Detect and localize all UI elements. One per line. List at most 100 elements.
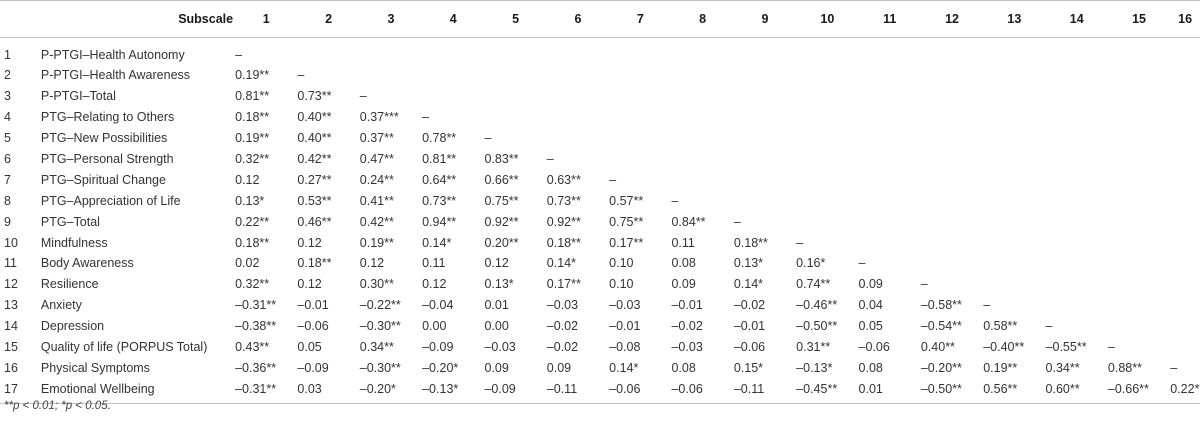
correlation-cell [983, 38, 1045, 66]
correlation-cell [671, 38, 733, 66]
correlation-cell [1046, 190, 1108, 211]
correlation-cell [859, 128, 921, 149]
correlation-cell: 0.01 [484, 298, 509, 313]
correlation-cell [1046, 38, 1108, 66]
correlation-cell: – [1170, 360, 1178, 375]
correlation-cell [547, 107, 609, 128]
correlation-cell: –0.09 [297, 360, 329, 375]
table-row: 5 PTG–New Possibilities 0.19** 0.40** 0.37**… [0, 128, 1200, 149]
correlation-cell: 0.42** [359, 214, 394, 229]
correlation-cell: –0.36** [235, 360, 277, 375]
correlation-cell [422, 38, 484, 66]
correlation-cell: 0.47** [359, 152, 394, 166]
correlation-cell: 0.14* [609, 360, 639, 375]
correlation-cell [1046, 253, 1108, 274]
correlation-cell [1108, 274, 1170, 295]
correlation-cell [983, 274, 1045, 295]
correlation-cell [921, 253, 983, 274]
correlation-cell: 0.18** [546, 235, 581, 250]
correlation-cell [671, 149, 733, 170]
correlation-cell: 0.08 [671, 360, 696, 375]
correlation-cell: – [235, 47, 243, 62]
correlation-cell: – [1045, 319, 1053, 334]
correlation-cell: –0.06 [733, 340, 766, 355]
correlation-cell [734, 107, 796, 128]
correlation-cell: 0.05 [858, 319, 883, 334]
correlation-cell [1170, 295, 1200, 316]
header-blank [0, 0, 41, 38]
correlation-cell: 0.22** [1170, 378, 1200, 405]
correlation-cell [1108, 169, 1170, 190]
correlation-cell [1170, 337, 1200, 358]
correlation-cell [734, 86, 796, 107]
correlation-cell: –0.01 [671, 298, 703, 313]
correlation-cell: 0.00 [422, 319, 447, 334]
correlation-cell: 0.42** [297, 152, 332, 166]
correlation-cell: 0.10 [609, 277, 634, 292]
correlation-cell: –0.20* [422, 360, 459, 375]
correlation-cell: 0.46** [297, 214, 332, 229]
row-number: 13 [4, 298, 18, 313]
correlation-cell: –0.31** [235, 378, 298, 405]
correlation-cell: –0.09 [422, 340, 454, 355]
correlation-cell: 0.01 [858, 378, 921, 405]
correlation-cell: 0.11 [422, 256, 446, 271]
correlation-cell [1170, 65, 1200, 86]
correlation-cell [859, 86, 921, 107]
correlation-cell: –0.03 [484, 340, 516, 355]
correlation-cell [859, 149, 921, 170]
correlation-cell [796, 190, 858, 211]
correlation-cell: 0.17** [546, 277, 581, 292]
row-subscale-label: PTG–Personal Strength [40, 152, 174, 166]
correlation-cell [1046, 211, 1108, 232]
table-body: 1 P-PTGI–Health Autonomy – 2 P-PTGI–Health A… [0, 38, 1200, 405]
table-row: 10 Mindfulness 0.18** 0.12 0.19** 0.14* 0.20**… [0, 232, 1200, 253]
correlation-cell [1170, 190, 1200, 211]
correlation-cell [796, 86, 858, 107]
table-row: 3 P-PTGI–Total 0.81** 0.73** – [0, 86, 1200, 107]
correlation-cell: 0.37** [359, 131, 394, 146]
correlation-cell [484, 107, 546, 128]
correlation-cell: 0.32** [235, 277, 270, 292]
correlation-cell [547, 86, 609, 107]
row-subscale-label: PTG–Appreciation of Life [40, 193, 181, 208]
correlation-cell [859, 65, 921, 86]
correlation-cell: 0.13* [235, 193, 265, 208]
row-number: 3 [4, 89, 11, 104]
correlation-cell: 0.16* [796, 256, 826, 271]
correlation-cell [1046, 107, 1108, 128]
correlation-cell [1046, 149, 1108, 170]
correlation-cell: –0.50** [920, 378, 984, 405]
correlation-cell: 0.66** [484, 172, 519, 187]
correlation-cell: –0.08 [609, 340, 641, 355]
correlation-cell: 0.18** [235, 110, 270, 125]
correlation-cell: 0.17** [609, 235, 644, 250]
correlation-cell: 0.12 [297, 235, 322, 250]
correlation-cell [734, 149, 796, 170]
correlation-cell: –0.06 [609, 378, 672, 405]
correlation-cell [1046, 128, 1108, 149]
correlation-cell: 0.19** [235, 131, 270, 146]
correlation-cell [1108, 190, 1170, 211]
correlation-cell: 0.12 [359, 256, 385, 271]
correlation-cell: –0.06 [297, 319, 329, 334]
correlation-cell: 0.08 [858, 360, 883, 375]
row-subscale-label: Physical Symptoms [40, 360, 150, 375]
correlation-cell: – [1107, 340, 1115, 355]
table-footnote: **p < 0.01; *p < 0.05. [4, 400, 111, 412]
correlation-cell [671, 86, 733, 107]
correlation-cell: –0.55** [1045, 340, 1087, 355]
correlation-cell: 0.22** [235, 214, 270, 229]
correlation-cell [859, 232, 921, 253]
correlation-cell [983, 107, 1045, 128]
row-number: 4 [4, 110, 11, 125]
correlation-cell [360, 65, 422, 86]
correlation-cell: 0.53** [297, 193, 332, 208]
correlation-cell [859, 190, 921, 211]
correlation-cell: –0.01 [733, 319, 766, 334]
correlation-cell [1108, 65, 1170, 86]
correlation-cell: 0.74** [796, 277, 831, 292]
header-col-5: 5 [484, 0, 547, 38]
row-subscale-label: Emotional Wellbeing [40, 378, 236, 405]
correlation-cell: 0.81** [235, 89, 270, 104]
